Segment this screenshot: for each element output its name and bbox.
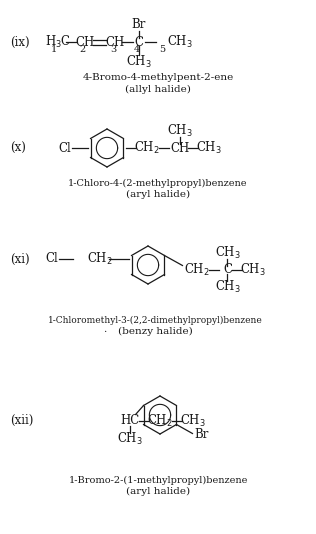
Text: 1-Bromo-2-(1-methylpropyl)benzene: 1-Bromo-2-(1-methylpropyl)benzene	[68, 475, 248, 484]
Text: 2: 2	[80, 45, 86, 54]
Text: (allyl halide): (allyl halide)	[125, 84, 191, 93]
Text: CH$_3$: CH$_3$	[215, 278, 240, 295]
Text: CH$_3$: CH$_3$	[117, 430, 143, 446]
Text: CH: CH	[76, 35, 94, 49]
Text: CH$_3$: CH$_3$	[126, 54, 152, 70]
Text: 4: 4	[134, 45, 140, 54]
Text: CH$_3$: CH$_3$	[196, 140, 222, 156]
Text: 3: 3	[110, 45, 116, 54]
Text: 4-Bromo-4-methylpent-2-ene: 4-Bromo-4-methylpent-2-ene	[82, 74, 234, 82]
Text: CH: CH	[105, 35, 125, 49]
Text: (xii): (xii)	[10, 413, 33, 427]
Text: 1-Chloromethyl-3-(2,2-dimethylpropyl)benzene: 1-Chloromethyl-3-(2,2-dimethylpropyl)ben…	[48, 316, 262, 325]
Text: Cl: Cl	[46, 253, 58, 265]
Text: C: C	[135, 35, 143, 49]
Text: CH$_2$: CH$_2$	[134, 140, 160, 156]
Text: CH$_2$: CH$_2$	[184, 262, 210, 278]
Text: CH$_2$: CH$_2$	[87, 251, 113, 267]
Text: CH: CH	[170, 142, 190, 154]
Text: CH$_3$: CH$_3$	[167, 123, 193, 139]
Text: Cl: Cl	[59, 142, 71, 154]
Text: (aryl halide): (aryl halide)	[126, 486, 190, 496]
Text: (xi): (xi)	[10, 253, 30, 265]
Text: 1-Chloro-4-(2-methylpropyl)benzene: 1-Chloro-4-(2-methylpropyl)benzene	[68, 178, 248, 187]
Text: CH$_3$: CH$_3$	[215, 245, 240, 261]
Text: 5: 5	[159, 45, 165, 54]
Text: CH$_3$: CH$_3$	[167, 34, 193, 50]
Text: C: C	[223, 263, 232, 276]
Text: .: .	[103, 325, 106, 334]
Text: (aryl halide): (aryl halide)	[126, 190, 190, 199]
Text: H$_3$C: H$_3$C	[45, 34, 71, 50]
Text: CH$_2$: CH$_2$	[147, 412, 173, 429]
Text: (benzy halide): (benzy halide)	[118, 326, 192, 335]
Text: CH$_3$: CH$_3$	[240, 262, 265, 278]
Text: (x): (x)	[10, 142, 26, 154]
Text: CH$_3$: CH$_3$	[179, 412, 205, 429]
Text: HC: HC	[120, 414, 139, 427]
Text: Br: Br	[194, 428, 209, 441]
Text: 1: 1	[51, 45, 57, 54]
Text: (ix): (ix)	[10, 35, 30, 49]
Text: Br: Br	[132, 19, 146, 32]
